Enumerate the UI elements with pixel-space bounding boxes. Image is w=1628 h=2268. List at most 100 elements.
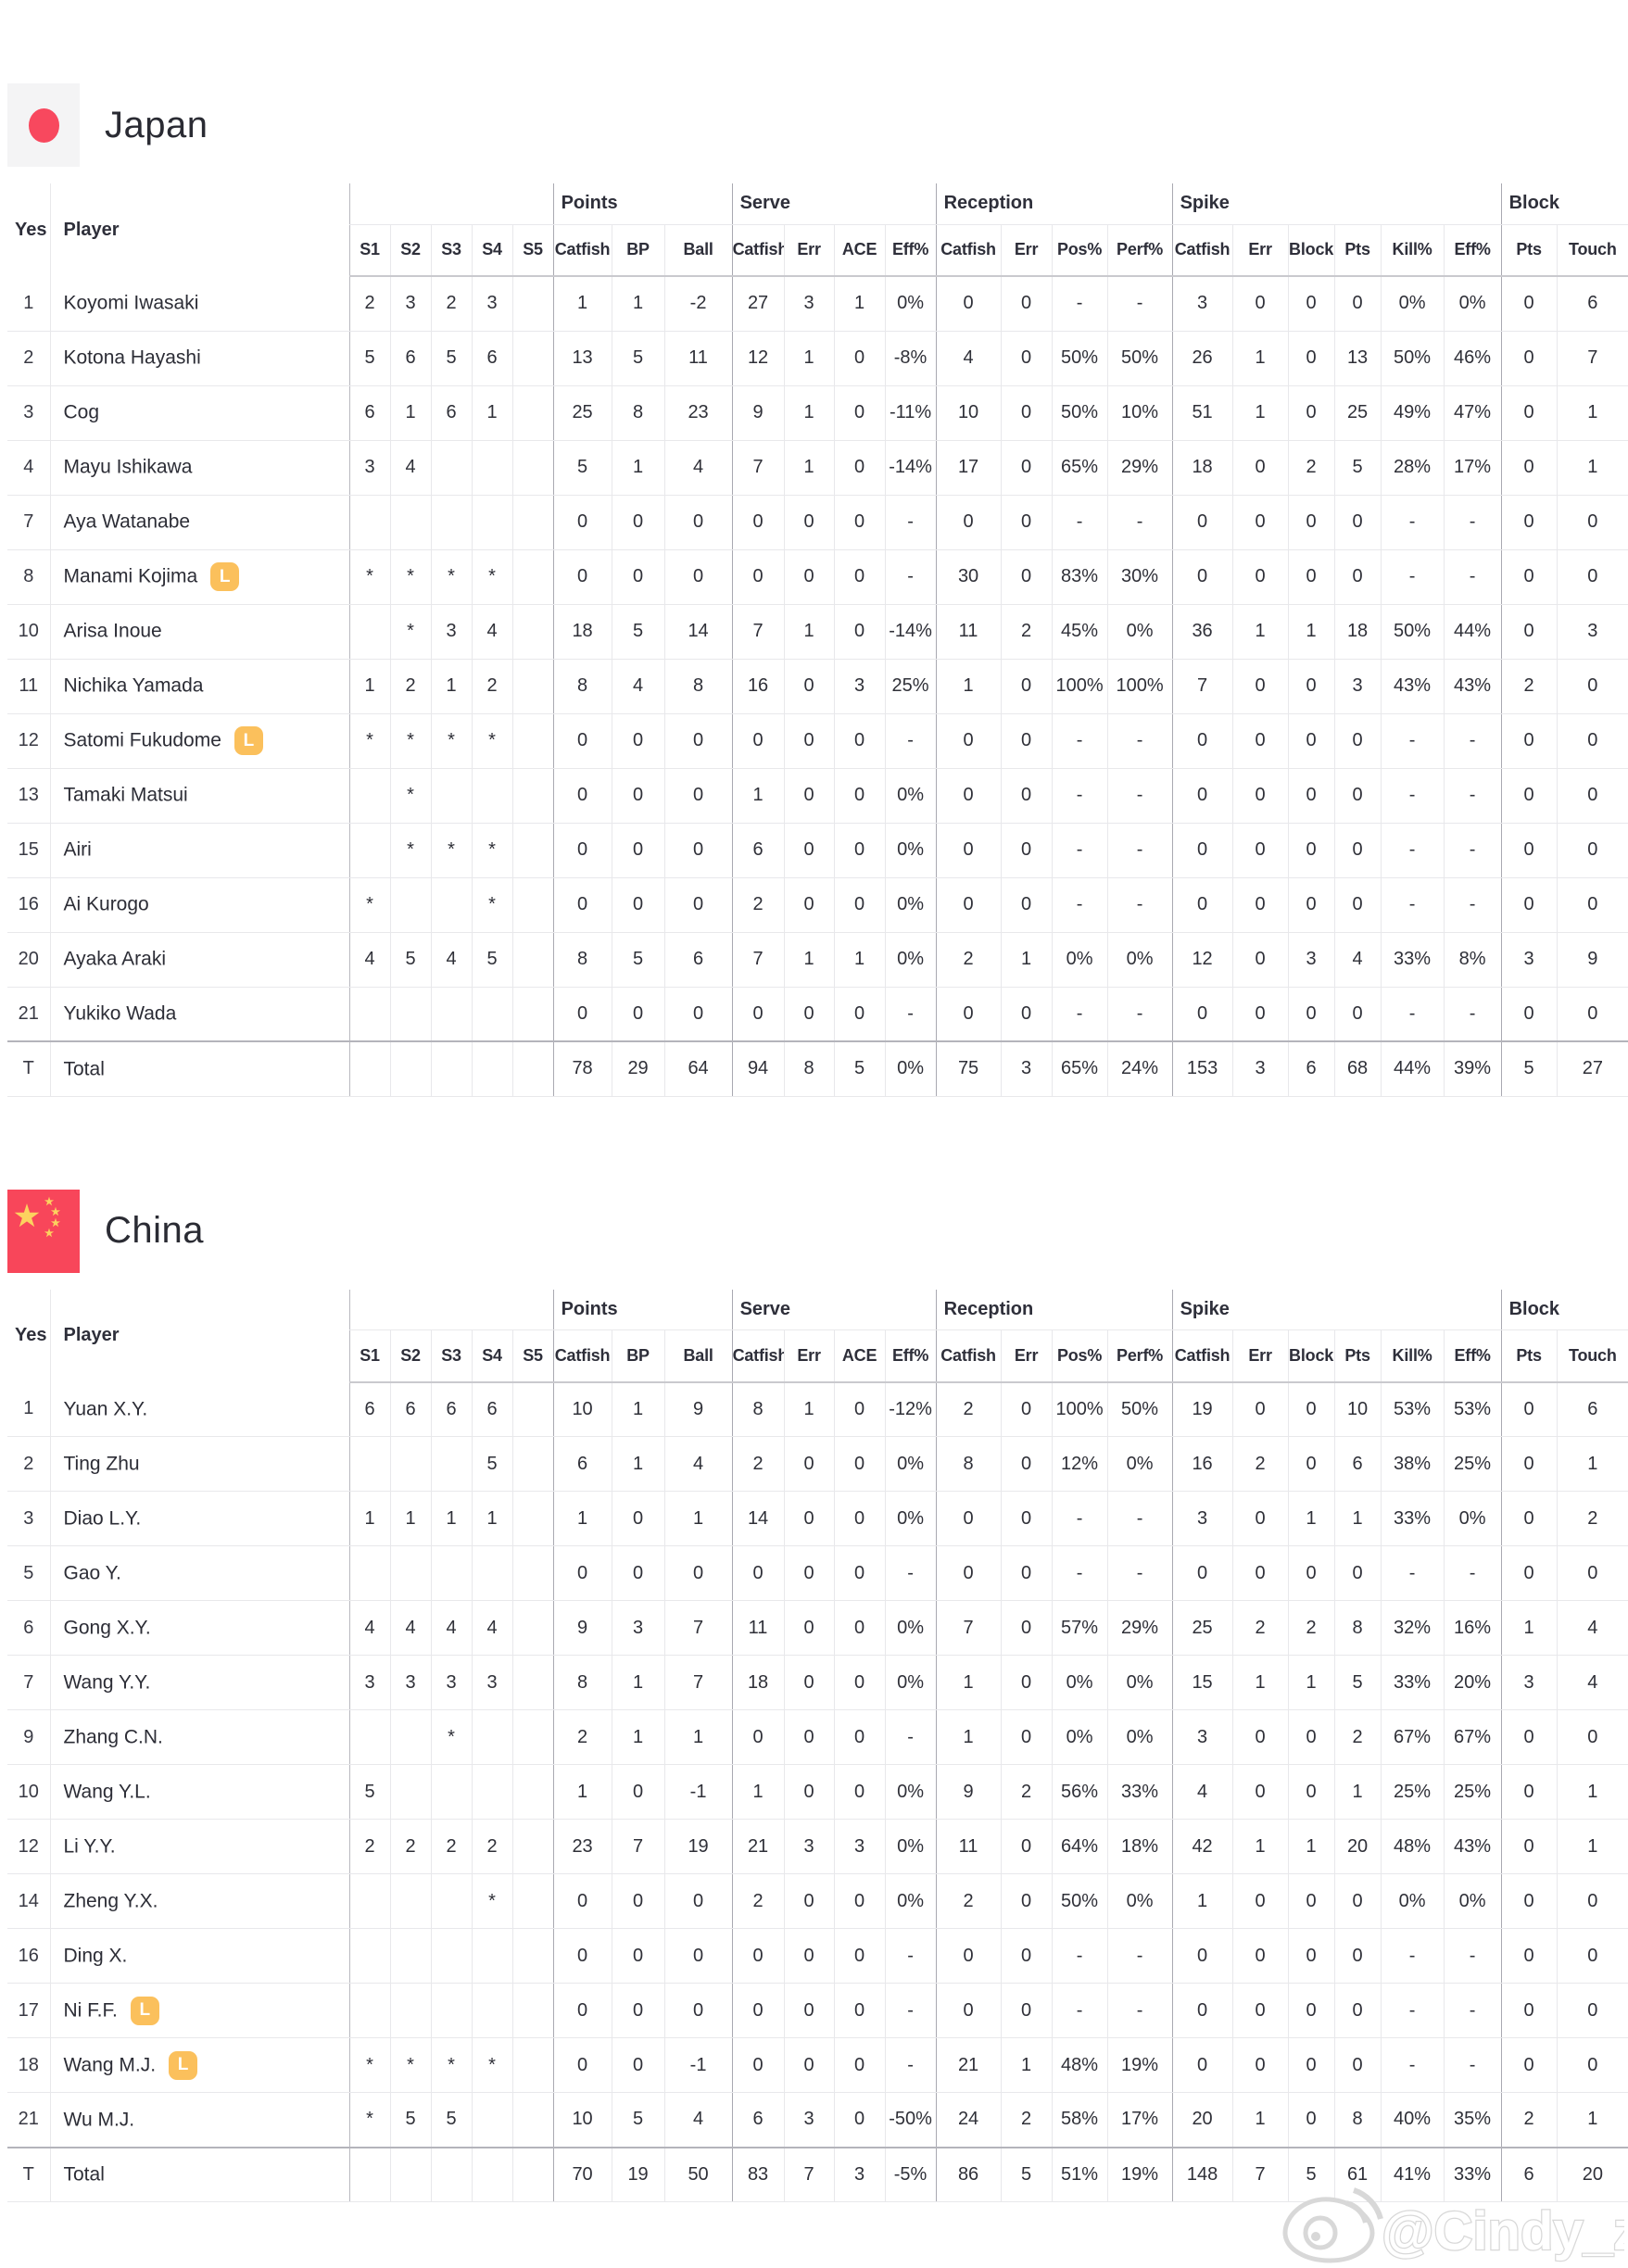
- player-cell[interactable]: Yuan X.Y.: [49, 1381, 349, 1437]
- stat-cell: -: [1380, 1983, 1445, 2038]
- jersey-number: 18: [7, 2037, 50, 2093]
- col-header: Catfish: [935, 224, 1002, 277]
- stat-cell: 20%: [1443, 1655, 1502, 1710]
- stat-cell: 0%: [1051, 1655, 1108, 1710]
- player-cell[interactable]: Tamaki Matsui: [49, 768, 349, 824]
- set-cell: [430, 1545, 472, 1601]
- stat-cell: -: [1380, 1928, 1445, 1984]
- col-header-s2: S2: [389, 224, 431, 277]
- stat-cell: 0: [663, 1983, 733, 2038]
- stat-cell: 0: [833, 713, 886, 769]
- player-name: Ni F.F.: [63, 1999, 118, 2021]
- stat-cell: 3: [1171, 276, 1233, 332]
- stat-cell: 0: [1287, 276, 1335, 332]
- player-cell[interactable]: Ni F.F. L: [49, 1983, 349, 2038]
- player-cell[interactable]: Wang Y.Y.: [49, 1655, 349, 1710]
- stat-cell: 0%: [1051, 1709, 1108, 1765]
- stat-cell: -: [1380, 1545, 1445, 1601]
- stat-cell: -: [1106, 768, 1173, 824]
- stat-cell: 0: [935, 1928, 1002, 1984]
- stat-cell: 11: [663, 331, 733, 386]
- col-header: Eff%: [1443, 224, 1502, 277]
- col-header: BP: [611, 1329, 665, 1383]
- player-cell[interactable]: Total: [49, 1040, 349, 1097]
- player-cell[interactable]: Ding X.: [49, 1928, 349, 1984]
- set-cell: [348, 1873, 390, 1929]
- player-cell[interactable]: Diao L.Y.: [49, 1491, 349, 1546]
- stat-cell: 6: [1556, 1381, 1628, 1437]
- stat-cell: 0: [611, 823, 665, 878]
- player-cell[interactable]: Aya Watanabe: [49, 495, 349, 550]
- stat-cell: 0: [1500, 987, 1558, 1042]
- stat-cell: 1: [1231, 1819, 1289, 1874]
- stat-cell: -: [1380, 713, 1445, 769]
- set-cell: [348, 1928, 390, 1984]
- stat-cell: -: [884, 495, 937, 550]
- set-cell: [430, 877, 472, 933]
- set-cell: 5: [389, 932, 431, 988]
- player-cell[interactable]: Gong X.Y.: [49, 1600, 349, 1656]
- jersey-number: 10: [7, 604, 50, 660]
- table-row: 1 Yuan X.Y. 6 6 6 6 10 1 9 8 1 0 -12% 2 0 100% 50% 19 0 0 10…: [7, 1381, 1628, 1437]
- player-cell[interactable]: Zhang C.N.: [49, 1709, 349, 1765]
- player-cell[interactable]: Wu M.J.: [49, 2092, 349, 2148]
- player-cell[interactable]: Cog: [49, 385, 349, 441]
- stat-cell: 0: [783, 877, 835, 933]
- jersey-number: 9: [7, 1709, 50, 1765]
- player-cell[interactable]: Gao Y.: [49, 1545, 349, 1601]
- player-cell[interactable]: Kotona Hayashi: [49, 331, 349, 386]
- stat-cell: 0: [611, 549, 665, 605]
- set-cell: [511, 1983, 554, 2038]
- set-cell: 2: [471, 659, 512, 714]
- player-cell[interactable]: Mayu Ishikawa: [49, 440, 349, 496]
- player-cell[interactable]: Zheng Y.X.: [49, 1873, 349, 1929]
- jersey-number: 4: [7, 440, 50, 496]
- set-cell: [511, 2146, 554, 2202]
- player-name: Ayaka Araki: [63, 948, 167, 970]
- player-cell[interactable]: Ting Zhu: [49, 1436, 349, 1492]
- set-cell: [471, 2146, 512, 2202]
- stat-cell: 2: [731, 1873, 785, 1929]
- player-cell[interactable]: Yukiko Wada: [49, 987, 349, 1042]
- stat-cell: 0: [1287, 331, 1335, 386]
- set-cell: 1: [348, 659, 390, 714]
- stat-cell: 43%: [1380, 659, 1445, 714]
- set-cell: 3: [471, 1655, 512, 1710]
- stat-cell: 0%: [1106, 1709, 1173, 1765]
- player-cell[interactable]: Satomi Fukudome L: [49, 713, 349, 769]
- player-cell[interactable]: Total: [49, 2146, 349, 2202]
- player-cell[interactable]: Koyomi Iwasaki: [49, 276, 349, 332]
- stat-cell: -: [884, 1709, 937, 1765]
- stat-cell: 2: [731, 877, 785, 933]
- player-cell[interactable]: Arisa Inoue: [49, 604, 349, 660]
- stat-cell: 0: [833, 1436, 886, 1492]
- set-cell: [430, 1873, 472, 1929]
- stat-cell: -: [1443, 549, 1502, 605]
- player-cell[interactable]: Nichika Yamada: [49, 659, 349, 714]
- stat-cell: 25%: [1443, 1764, 1502, 1820]
- player-name: Li Y.Y.: [63, 1835, 116, 1858]
- player-cell[interactable]: Manami Kojima L: [49, 549, 349, 605]
- set-cell: [430, 2146, 472, 2202]
- stat-cell: 0: [935, 276, 1002, 332]
- stat-cell: 0: [1287, 385, 1335, 441]
- player-cell[interactable]: Wang M.J. L: [49, 2037, 349, 2093]
- player-cell[interactable]: Airi: [49, 823, 349, 878]
- stat-cell: 0%: [1106, 604, 1173, 660]
- stat-cell: 5: [833, 1040, 886, 1097]
- jersey-number: 5: [7, 1545, 50, 1601]
- stat-cell: 3: [1171, 1491, 1233, 1546]
- table-row: 3 Diao L.Y. 1 1 1 1 1 0 1 14 0 0 0% 0 0- -3 0 1 1 33% 0% 0 2: [7, 1491, 1628, 1546]
- col-header: Pos%: [1051, 224, 1108, 277]
- stat-cell: 3: [833, 2146, 886, 2202]
- stat-cell: 24%: [1106, 1040, 1173, 1097]
- stat-cell: -: [1051, 1928, 1108, 1984]
- player-cell[interactable]: Li Y.Y.: [49, 1819, 349, 1874]
- set-cell: [389, 495, 431, 550]
- player-cell[interactable]: Wang Y.L.: [49, 1764, 349, 1820]
- stat-cell: 5: [611, 932, 665, 988]
- stat-cell: -14%: [884, 440, 937, 496]
- stat-cell: 0: [731, 1928, 785, 1984]
- player-cell[interactable]: Ai Kurogo: [49, 877, 349, 933]
- player-cell[interactable]: Ayaka Araki: [49, 932, 349, 988]
